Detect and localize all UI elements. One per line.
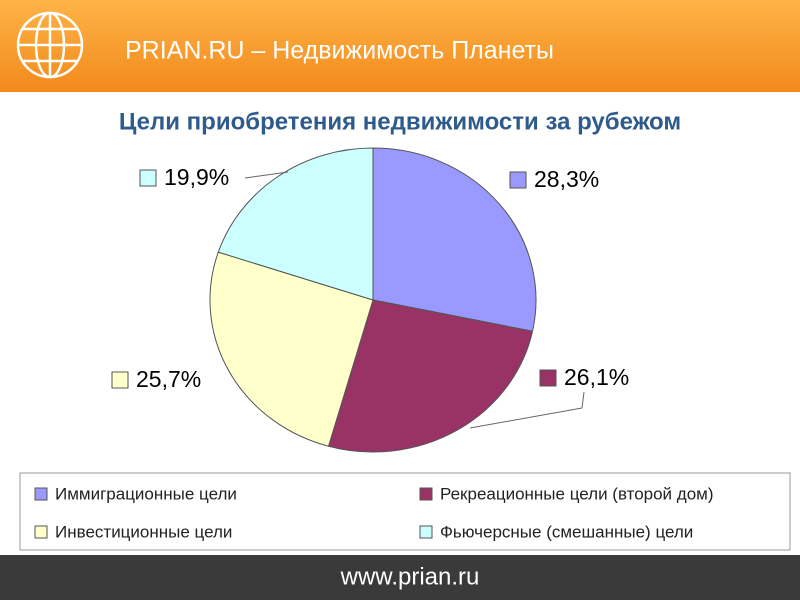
legend-swatch bbox=[34, 525, 48, 539]
leader-line bbox=[469, 407, 583, 429]
label-swatch bbox=[111, 371, 129, 389]
pie-slice bbox=[372, 147, 537, 332]
chart-title: Цели приобретения недвижимости за рубежо… bbox=[119, 108, 681, 135]
pie-slice bbox=[217, 147, 374, 301]
pie-slice bbox=[327, 299, 534, 453]
label-swatch bbox=[509, 171, 527, 189]
header-bar bbox=[0, 0, 800, 92]
data-label: 19,9% bbox=[164, 164, 229, 190]
leader-line bbox=[581, 391, 585, 409]
legend-box bbox=[19, 472, 791, 551]
legend-label: Рекреационные цели (второй дом) bbox=[440, 484, 714, 503]
header-title: PRIAN.RU – Недвижимость Планеты bbox=[125, 37, 554, 65]
data-label: 26,1% bbox=[564, 364, 629, 390]
legend-swatch bbox=[419, 525, 433, 539]
legend-swatch bbox=[34, 487, 48, 501]
legend-swatch bbox=[419, 487, 433, 501]
label-swatch bbox=[139, 169, 157, 187]
footer-bar bbox=[0, 555, 800, 600]
legend-label: Инвестиционные цели bbox=[55, 522, 232, 541]
pie-slice bbox=[209, 251, 374, 447]
label-swatch bbox=[539, 369, 557, 387]
legend-label: Фьючерсные (смешанные) цели bbox=[440, 522, 693, 541]
data-label: 28,3% bbox=[534, 166, 599, 192]
leader-line bbox=[244, 171, 289, 179]
data-label: 25,7% bbox=[136, 366, 201, 392]
legend-label: Иммиграционные цели bbox=[55, 484, 237, 503]
globe-icon bbox=[16, 11, 84, 79]
footer-text: www.prian.ru bbox=[340, 563, 480, 590]
